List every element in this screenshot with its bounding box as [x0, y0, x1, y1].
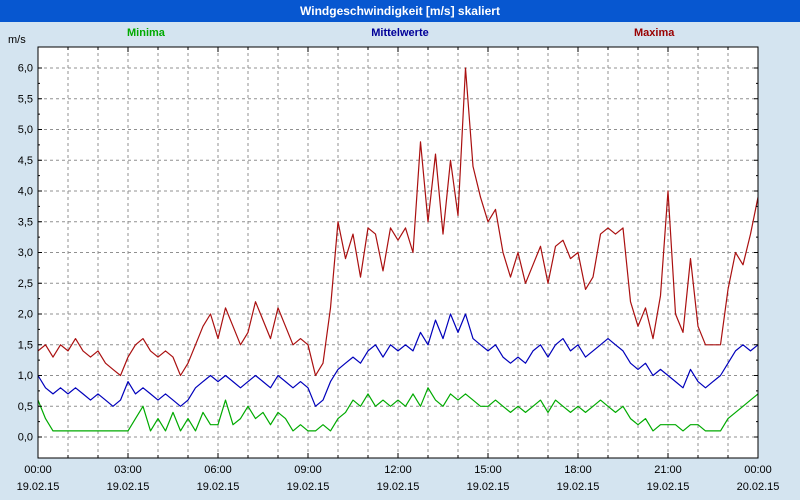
x-tick-date-label: 19.02.15: [467, 481, 510, 493]
x-tick-date-label: 19.02.15: [17, 481, 60, 493]
legend-maxima: Maxima: [634, 27, 675, 39]
x-tick-time-label: 00:00: [744, 464, 772, 476]
legend-minima: Minima: [127, 27, 165, 39]
page-title: Windgeschwindigkeit [m/s] skaliert: [300, 4, 500, 18]
y-tick-label: 6,0: [18, 63, 33, 75]
x-tick-time-label: 15:00: [474, 464, 502, 476]
y-tick-label: 3,5: [18, 216, 33, 228]
x-tick-time-label: 06:00: [204, 464, 232, 476]
x-tick-time-label: 12:00: [384, 464, 412, 476]
legend-mittelwerte: Mittelwerte: [371, 27, 429, 39]
x-tick-date-label: 19.02.15: [107, 481, 150, 493]
window-title-bar: Windgeschwindigkeit [m/s] skaliert: [0, 0, 800, 22]
x-tick-time-label: 00:00: [24, 464, 52, 476]
x-tick-time-label: 18:00: [564, 464, 592, 476]
x-tick-date-label: 19.02.15: [287, 481, 330, 493]
y-tick-label: 2,5: [18, 278, 33, 290]
x-tick-date-label: 19.02.15: [197, 481, 240, 493]
y-tick-label: 4,0: [18, 186, 33, 198]
x-tick-time-label: 03:00: [114, 464, 142, 476]
series-maxima-line: [37, 67, 759, 377]
x-tick-time-label: 09:00: [294, 464, 322, 476]
y-tick-label: 5,5: [18, 93, 33, 105]
y-tick-label: 1,5: [18, 339, 33, 351]
y-axis-unit-label: m/s: [8, 34, 26, 46]
x-tick-date-label: 20.02.15: [737, 481, 780, 493]
y-tick-label: 3,0: [18, 247, 33, 259]
x-tick-time-label: 21:00: [654, 464, 682, 476]
y-tick-label: 4,5: [18, 155, 33, 167]
series-minima-line: [37, 387, 759, 432]
y-tick-label: 5,0: [18, 124, 33, 136]
y-tick-label: 0,0: [18, 432, 33, 444]
x-tick-date-label: 19.02.15: [377, 481, 420, 493]
series-mittelwerte-line: [37, 313, 759, 407]
y-tick-label: 0,5: [18, 401, 33, 413]
y-tick-label: 2,0: [18, 309, 33, 321]
y-tick-label: 1,0: [18, 370, 33, 382]
x-tick-date-label: 19.02.15: [647, 481, 690, 493]
x-tick-date-label: 19.02.15: [557, 481, 600, 493]
